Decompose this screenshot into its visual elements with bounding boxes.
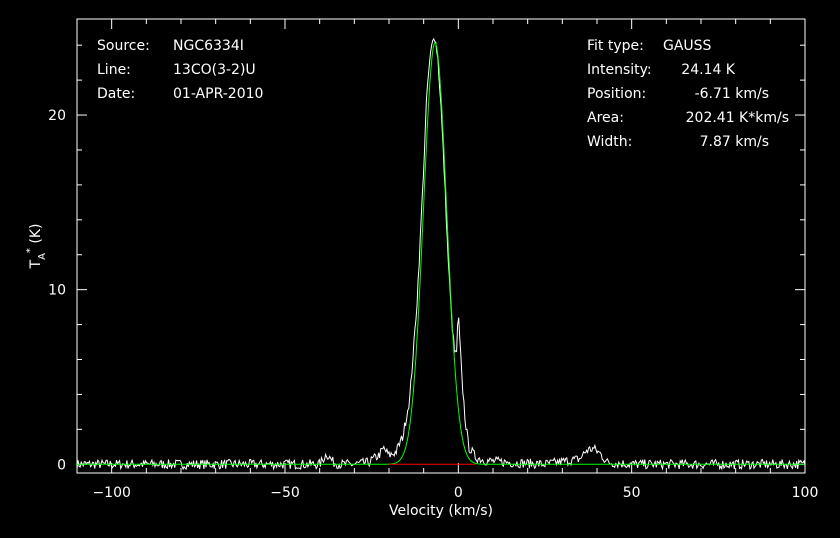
- x-tick-label: −100: [92, 485, 130, 501]
- series-layer: [76, 37, 806, 471]
- x-axis-title: Velocity (km/s): [389, 503, 493, 519]
- line-value: 13CO(3-2)U: [173, 62, 256, 78]
- fit-type-value: GAUSS: [663, 38, 712, 54]
- area-key: Area:: [587, 110, 624, 126]
- intensity-key: Intensity:: [587, 62, 652, 78]
- y-tick-label: 20: [48, 108, 66, 124]
- width-value: 7.87 km/s: [700, 134, 769, 150]
- x-tick-label: −50: [270, 485, 300, 501]
- position-key: Position:: [587, 86, 646, 102]
- fit-type-key: Fit type:: [587, 38, 644, 54]
- header-right: Fit type: GAUSS Intensity: 24.14 K Posit…: [587, 38, 789, 150]
- x-axis-ticks: −100 −50 0 50 100: [76, 19, 819, 501]
- area-value: 202.41 K*km/s: [686, 110, 789, 126]
- gauss-fit-line: [77, 42, 805, 465]
- x-tick-label: 0: [454, 485, 463, 501]
- line-key: Line:: [97, 62, 131, 78]
- intensity-value: 24.14 K: [681, 62, 736, 78]
- y-tick-label: 10: [48, 283, 66, 299]
- x-tick-label: 100: [792, 485, 819, 501]
- source-key: Source:: [97, 38, 150, 54]
- date-key: Date:: [97, 86, 135, 102]
- plot-frame: [76, 18, 806, 474]
- y-tick-label: 0: [57, 457, 66, 473]
- position-value: -6.71 km/s: [695, 86, 769, 102]
- y-axis-ticks: 0 10 20: [48, 44, 805, 473]
- y-axis-title: TA* (K): [25, 224, 48, 270]
- y-axis-title-text: TA* (K): [25, 224, 48, 270]
- x-tick-label: 50: [623, 485, 641, 501]
- header-left: Source: NGC6334I Line: 13CO(3-2)U Date: …: [97, 38, 263, 102]
- spectrum-data-line: [76, 37, 806, 471]
- width-key: Width:: [587, 134, 632, 150]
- date-value: 01-APR-2010: [173, 86, 263, 102]
- source-value: NGC6334I: [173, 38, 244, 54]
